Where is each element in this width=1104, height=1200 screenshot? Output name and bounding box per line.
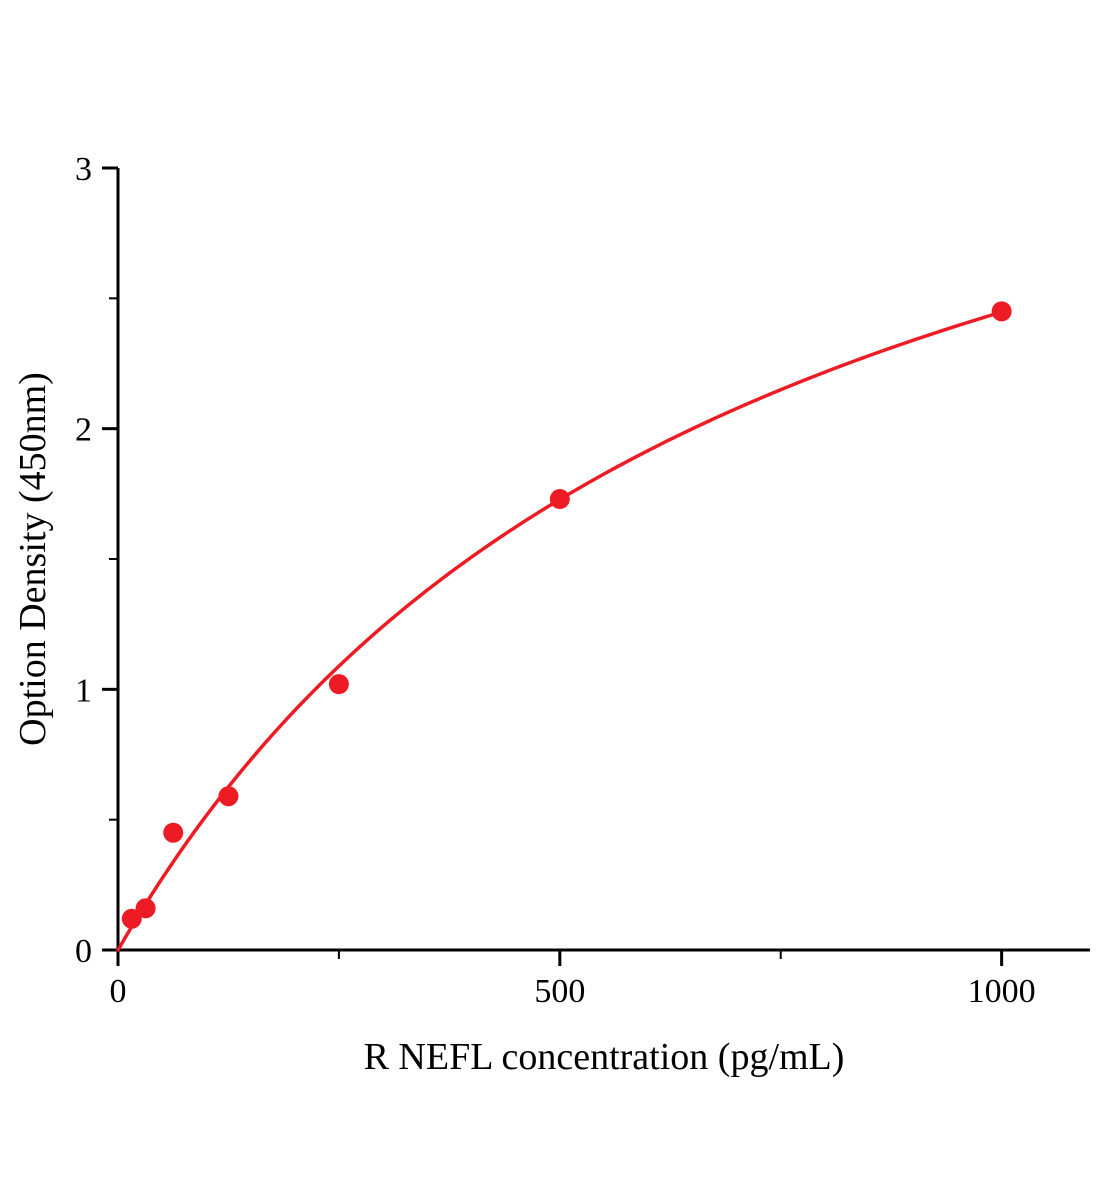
y-tick-label: 1 bbox=[75, 672, 92, 709]
y-axis-label: Option Density (450nm) bbox=[12, 372, 54, 746]
data-point bbox=[121, 908, 142, 929]
x-axis-label: R NEFL concentration (pg/mL) bbox=[363, 1036, 845, 1078]
x-tick-label: 1000 bbox=[968, 973, 1036, 1010]
y-tick-label: 0 bbox=[75, 933, 92, 970]
y-tick-label: 3 bbox=[75, 151, 92, 188]
data-point bbox=[135, 898, 156, 919]
x-tick-label: 500 bbox=[534, 973, 585, 1010]
data-point bbox=[218, 786, 239, 807]
data-point bbox=[549, 489, 570, 510]
data-point bbox=[163, 822, 184, 843]
fit-curve bbox=[116, 310, 1004, 952]
data-point bbox=[328, 674, 349, 695]
data-point bbox=[991, 301, 1012, 322]
y-tick-label: 2 bbox=[75, 412, 92, 449]
x-tick-label: 0 bbox=[110, 973, 127, 1010]
